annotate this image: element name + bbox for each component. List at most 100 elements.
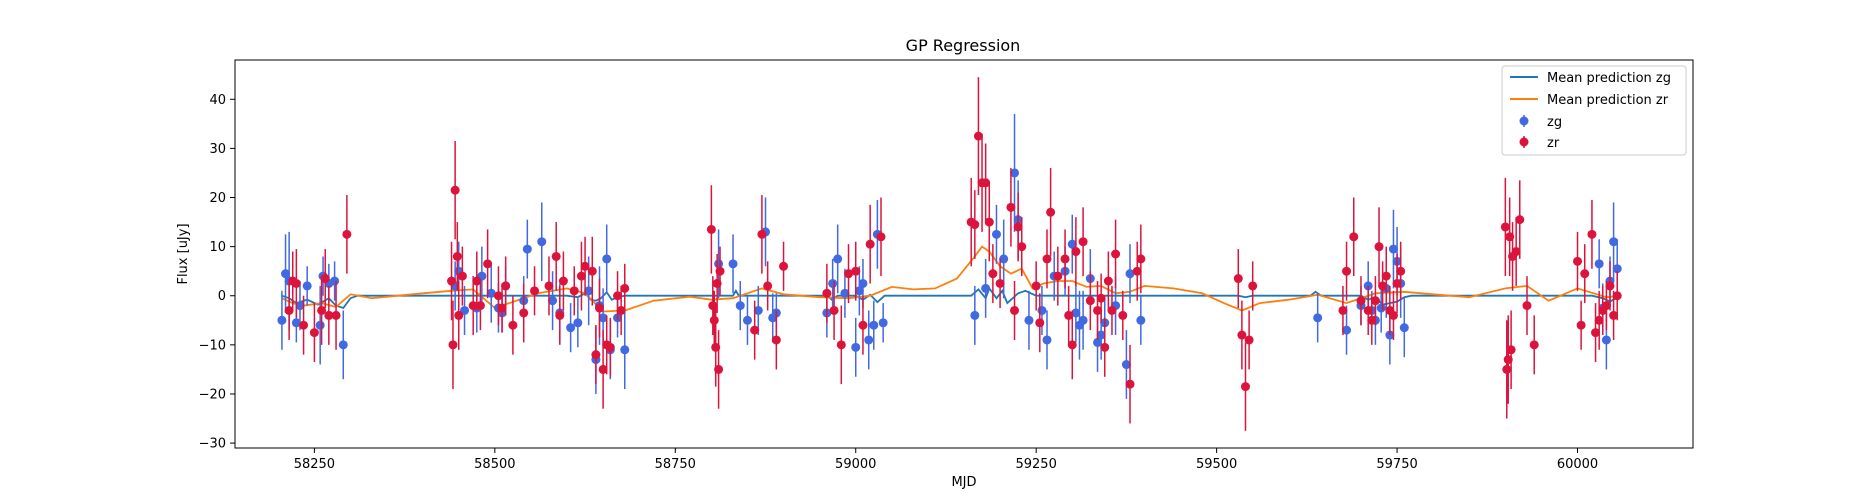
zr-point: [331, 310, 341, 320]
zg-point: [753, 305, 763, 315]
zr-point: [1587, 229, 1597, 239]
zr-point: [1035, 318, 1045, 328]
y-tick-label: −10: [199, 338, 226, 353]
zr-point: [616, 305, 626, 315]
zg-point: [1042, 335, 1052, 345]
zg-point: [295, 301, 305, 311]
zg-point: [833, 254, 843, 264]
zr-point: [1576, 320, 1586, 330]
zr-point: [497, 303, 507, 313]
mean-line-zg: [281, 286, 1622, 310]
zg-point: [1071, 308, 1081, 318]
zr-point: [1244, 335, 1254, 345]
zr-point: [706, 224, 716, 234]
x-tick-label: 59500: [1196, 457, 1237, 472]
zr-point: [1392, 278, 1402, 288]
zr-point: [587, 266, 597, 276]
zg-point: [1067, 239, 1077, 249]
zr-point: [876, 232, 886, 242]
zr-point: [324, 310, 334, 320]
zr-point: [1500, 222, 1510, 232]
y-tick-label: 0: [218, 289, 226, 304]
zr-point: [970, 220, 980, 230]
y-tick-label: 40: [209, 93, 226, 108]
legend-label-mean-zr: Mean prediction zr: [1547, 93, 1669, 108]
zg-point: [1594, 259, 1604, 269]
zr-point: [1515, 215, 1525, 225]
y-tick-label: 20: [209, 191, 226, 206]
zr-point: [858, 320, 868, 330]
zg-point: [878, 318, 888, 328]
zr-point: [750, 325, 760, 335]
zg-point: [1313, 313, 1323, 323]
zr-point: [714, 364, 724, 374]
zg-point: [537, 237, 547, 247]
zg-point: [1125, 269, 1135, 279]
x-tick-label: 58500: [474, 457, 515, 472]
zr-point: [457, 271, 467, 281]
zr-point: [1125, 379, 1135, 389]
zg-point: [1096, 330, 1106, 340]
zg-point: [1037, 305, 1047, 315]
zr-point: [468, 301, 478, 311]
y-axis-label: Flux [uJy]: [176, 223, 191, 284]
zr-point: [1046, 207, 1056, 217]
x-axis: 58250 58500 58750 59000 59250 59500 59750 60000: [294, 448, 1598, 472]
zr-point: [1388, 310, 1398, 320]
zg-point: [864, 335, 874, 345]
zr-point: [763, 281, 773, 291]
zr-point: [1053, 271, 1063, 281]
x-tick-label: 59250: [1015, 457, 1056, 472]
zr-point: [1233, 274, 1243, 284]
zr-point: [1591, 328, 1601, 338]
zr-point: [448, 340, 458, 350]
zr-point: [1396, 266, 1406, 276]
zg-point: [851, 342, 861, 352]
zg-point: [281, 269, 291, 279]
zr-point: [844, 269, 854, 279]
legend-box: [1501, 65, 1687, 156]
zr-point: [822, 288, 832, 298]
zr-point: [309, 328, 319, 338]
zr-point: [450, 185, 460, 195]
zr-point: [342, 229, 352, 239]
zr-point: [576, 271, 586, 281]
zr-point: [1078, 237, 1088, 247]
zr-point: [715, 266, 725, 276]
zg-point: [1399, 323, 1409, 333]
zr-point: [1071, 247, 1081, 257]
y-tick-label: 30: [209, 142, 226, 157]
zg-point: [1609, 237, 1619, 247]
zg-point: [302, 281, 312, 291]
zg-point: [522, 244, 532, 254]
zg-point: [1376, 303, 1386, 313]
zr-point: [851, 266, 861, 276]
zr-point: [530, 286, 540, 296]
zr-point: [558, 276, 568, 286]
zg-point: [548, 296, 558, 306]
zr-point: [1612, 291, 1622, 301]
zr-point: [708, 301, 718, 311]
zr-point: [1132, 266, 1142, 276]
zr-point: [569, 286, 579, 296]
zr-point: [981, 178, 991, 188]
zr-point: [555, 310, 565, 320]
zr-point: [1010, 305, 1020, 315]
zr-point: [613, 291, 623, 301]
zr-point: [1096, 293, 1106, 303]
zg-point: [338, 340, 348, 350]
zr-point: [299, 320, 309, 330]
zr-point: [1594, 315, 1604, 325]
zr-point: [447, 276, 457, 286]
zr-point: [1573, 256, 1583, 266]
zg-point: [742, 315, 752, 325]
zr-point: [1103, 276, 1113, 286]
zg-point: [330, 276, 340, 286]
zg-point: [828, 278, 838, 288]
zr-point: [1006, 202, 1016, 212]
zg-point: [486, 288, 496, 298]
zg-point: [1612, 264, 1622, 274]
zg-point: [1121, 360, 1131, 370]
zr-point: [995, 278, 1005, 288]
zg-point: [854, 286, 864, 296]
